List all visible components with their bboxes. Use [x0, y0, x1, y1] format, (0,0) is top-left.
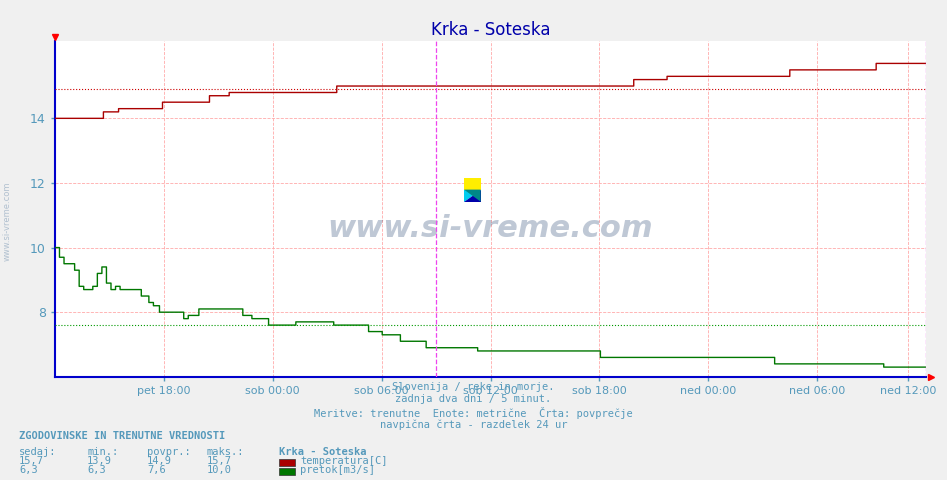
Text: 13,9: 13,9 [87, 456, 112, 466]
Text: 6,3: 6,3 [87, 465, 106, 475]
Text: 7,6: 7,6 [147, 465, 166, 475]
Text: www.si-vreme.com: www.si-vreme.com [3, 181, 12, 261]
Text: 6,3: 6,3 [19, 465, 38, 475]
Text: Meritve: trenutne  Enote: metrične  Črta: povprečje: Meritve: trenutne Enote: metrične Črta: … [314, 407, 633, 419]
Text: 15,7: 15,7 [206, 456, 231, 466]
Bar [464, 178, 481, 190]
Polygon shape [464, 190, 481, 202]
Text: temperatura[C]: temperatura[C] [300, 456, 387, 466]
Text: Krka - Soteska: Krka - Soteska [279, 447, 366, 457]
Polygon shape [464, 190, 481, 202]
Text: maks.:: maks.: [206, 447, 244, 457]
Text: navpična črta - razdelek 24 ur: navpična črta - razdelek 24 ur [380, 419, 567, 430]
Text: 15,7: 15,7 [19, 456, 44, 466]
Text: min.:: min.: [87, 447, 118, 457]
Text: Slovenija / reke in morje.: Slovenija / reke in morje. [392, 382, 555, 392]
Text: povpr.:: povpr.: [147, 447, 190, 457]
Text: sedaj:: sedaj: [19, 447, 57, 457]
Text: 10,0: 10,0 [206, 465, 231, 475]
Title: Krka - Soteska: Krka - Soteska [431, 21, 550, 39]
Text: 14,9: 14,9 [147, 456, 171, 466]
Text: ZGODOVINSKE IN TRENUTNE VREDNOSTI: ZGODOVINSKE IN TRENUTNE VREDNOSTI [19, 431, 225, 441]
Polygon shape [464, 190, 481, 202]
Text: www.si-vreme.com: www.si-vreme.com [328, 215, 653, 243]
Text: zadnja dva dni / 5 minut.: zadnja dva dni / 5 minut. [396, 394, 551, 404]
Text: pretok[m3/s]: pretok[m3/s] [300, 465, 375, 475]
